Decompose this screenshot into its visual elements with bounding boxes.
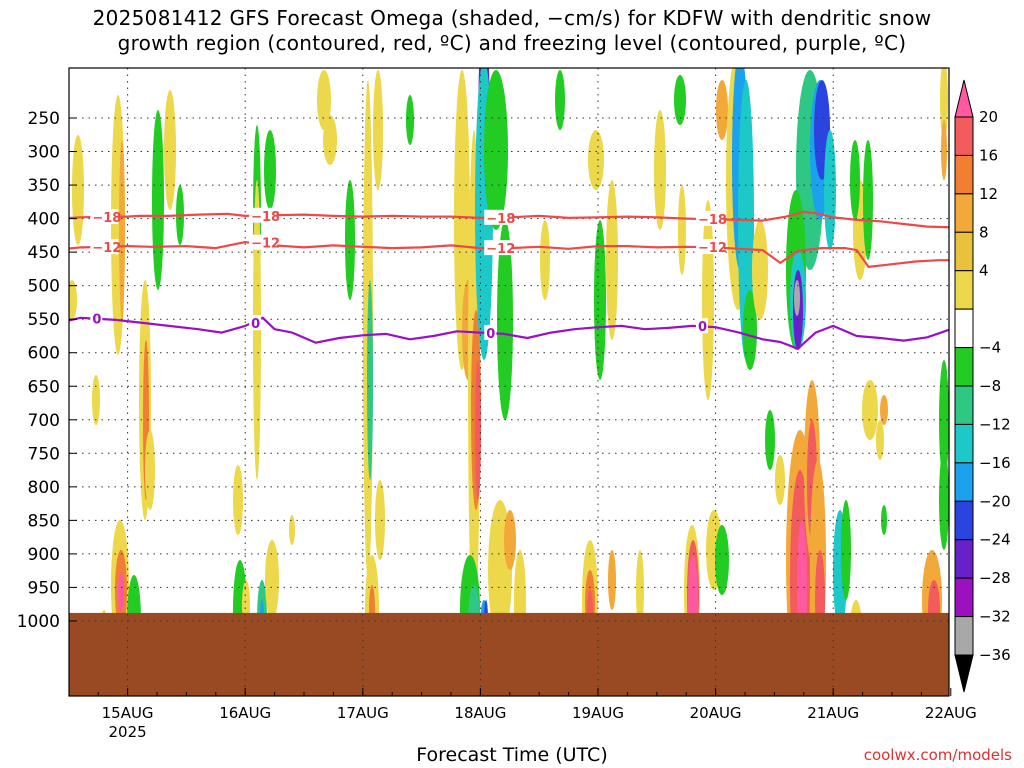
colorbar-label: −12 — [979, 415, 1011, 433]
colorbar-swatch — [954, 308, 974, 349]
contour-label-bg — [484, 240, 513, 256]
y-tick-label: 600 — [28, 344, 60, 364]
colorbar-label: −16 — [979, 454, 1011, 472]
contour-label: −18 — [251, 210, 280, 225]
contour-line — [69, 241, 949, 268]
contour-label: 0 — [698, 320, 707, 335]
contour-line — [69, 316, 949, 350]
colorbar-swatch — [954, 193, 974, 233]
colorbar-swatch — [954, 154, 974, 195]
contour-label-bg — [695, 210, 724, 226]
colorbar-swatch — [954, 577, 974, 618]
contour-label-bg — [90, 239, 119, 255]
colorbar-swatch — [954, 231, 974, 272]
x-tick-label: 21AUG — [807, 704, 859, 722]
contour-label-bg — [484, 324, 497, 340]
source-credit: coolwx.com/models — [863, 746, 1012, 764]
contour-label-bg — [695, 239, 724, 255]
contour-label-bg — [90, 310, 103, 326]
colorbar-label: −28 — [979, 569, 1011, 587]
chart-title-line-1: 2025081412 GFS Forecast Omega (shaded, −… — [92, 6, 932, 30]
y-tick-label: 900 — [28, 545, 60, 565]
chart-title-line-2: growth region (contoured, red, ºC) and f… — [117, 31, 907, 55]
contour-label: −12 — [251, 237, 280, 252]
contour-label-bg — [90, 208, 119, 224]
y-tick-label: 350 — [28, 176, 60, 196]
contour-label: 0 — [92, 313, 101, 328]
x-tick-year-label: 2025 — [109, 723, 147, 741]
contour-label-bg — [695, 318, 708, 334]
contour-label: −12 — [698, 241, 727, 256]
colorbar-swatch — [954, 616, 974, 656]
x-tick-label: 20AUG — [690, 704, 742, 722]
x-tick-label: 22AUG — [925, 704, 977, 722]
colorbar-label: −36 — [979, 646, 1011, 664]
x-tick-label: 17AUG — [337, 704, 389, 722]
x-tick-label: 16AUG — [219, 704, 271, 722]
y-tick-label: 650 — [28, 377, 60, 397]
contour-label-bg — [249, 315, 262, 331]
y-tick-label: 550 — [28, 310, 60, 330]
colorbar-label: 8 — [979, 223, 989, 241]
colorbar-swatch — [954, 539, 974, 579]
colorbar-swatch — [954, 462, 974, 502]
colorbar-label: 12 — [979, 185, 998, 203]
colorbar-swatch — [954, 500, 974, 541]
pressure-axis: 250 300 350 400 450 500 550 600 650 700 750 800 850 9… — [17, 109, 77, 632]
contour-label-bg — [249, 207, 278, 223]
colorbar-label: −32 — [979, 608, 1011, 626]
chart-title: 2025081412 GFS Forecast Omega (shaded, −… — [0, 6, 1024, 56]
y-tick-label: 450 — [28, 243, 60, 263]
y-tick-label: 250 — [28, 109, 60, 129]
colorbar-top-triangle — [954, 79, 974, 118]
plot-grid — [69, 68, 949, 696]
contour-label: −18 — [486, 212, 515, 227]
y-tick-label: 500 — [28, 277, 60, 297]
omega-colorbar: 20 16 12 8 4 −4 −8 −12 −16 −20 −24 −28 −32 −36 — [954, 79, 1011, 693]
y-tick-label: 300 — [28, 143, 60, 163]
colorbar-label: 20 — [979, 108, 998, 126]
omega-shading — [69, 68, 949, 696]
y-tick-label: 750 — [28, 444, 60, 464]
x-axis-label: Forecast Time (UTC) — [416, 744, 608, 766]
colorbar-label: −4 — [979, 339, 1001, 357]
colorbar-swatch — [954, 270, 974, 310]
colorbar-label: 16 — [979, 146, 998, 164]
y-tick-label: 950 — [28, 578, 60, 598]
colorbar-label: −24 — [979, 531, 1011, 549]
y-tick-label: 1000 — [17, 612, 60, 632]
contour-label: −12 — [92, 241, 121, 256]
contour-label: −18 — [698, 213, 727, 228]
contour-label: 0 — [251, 317, 260, 332]
contour-label-bg — [249, 234, 278, 250]
colorbar-swatch — [954, 116, 974, 156]
y-tick-label: 800 — [28, 478, 60, 498]
colorbar-swatch — [954, 385, 974, 425]
y-tick-label: 400 — [28, 210, 60, 230]
temperature-contours: −18 −18 −18 −18 −12 −12 −12 −12 0 0 0 0 — [69, 207, 949, 350]
contour-label: −18 — [92, 211, 121, 226]
colorbar-label: 4 — [979, 262, 989, 280]
y-tick-label: 850 — [28, 511, 60, 531]
colorbar-label: −20 — [979, 492, 1011, 510]
contour-label-bg — [484, 209, 513, 225]
colorbar-swatch — [954, 423, 974, 464]
colorbar-bottom-triangle — [954, 654, 974, 693]
contour-label: 0 — [486, 327, 495, 342]
x-tick-label: 19AUG — [572, 704, 624, 722]
colorbar-swatch — [954, 347, 974, 387]
x-tick-label: 15AUG — [102, 704, 154, 722]
plot-frame — [68, 67, 950, 697]
contour-label: −12 — [486, 242, 515, 257]
colorbar-label: −8 — [979, 377, 1001, 395]
y-tick-label: 700 — [28, 411, 60, 431]
x-tick-label: 18AUG — [454, 704, 506, 722]
